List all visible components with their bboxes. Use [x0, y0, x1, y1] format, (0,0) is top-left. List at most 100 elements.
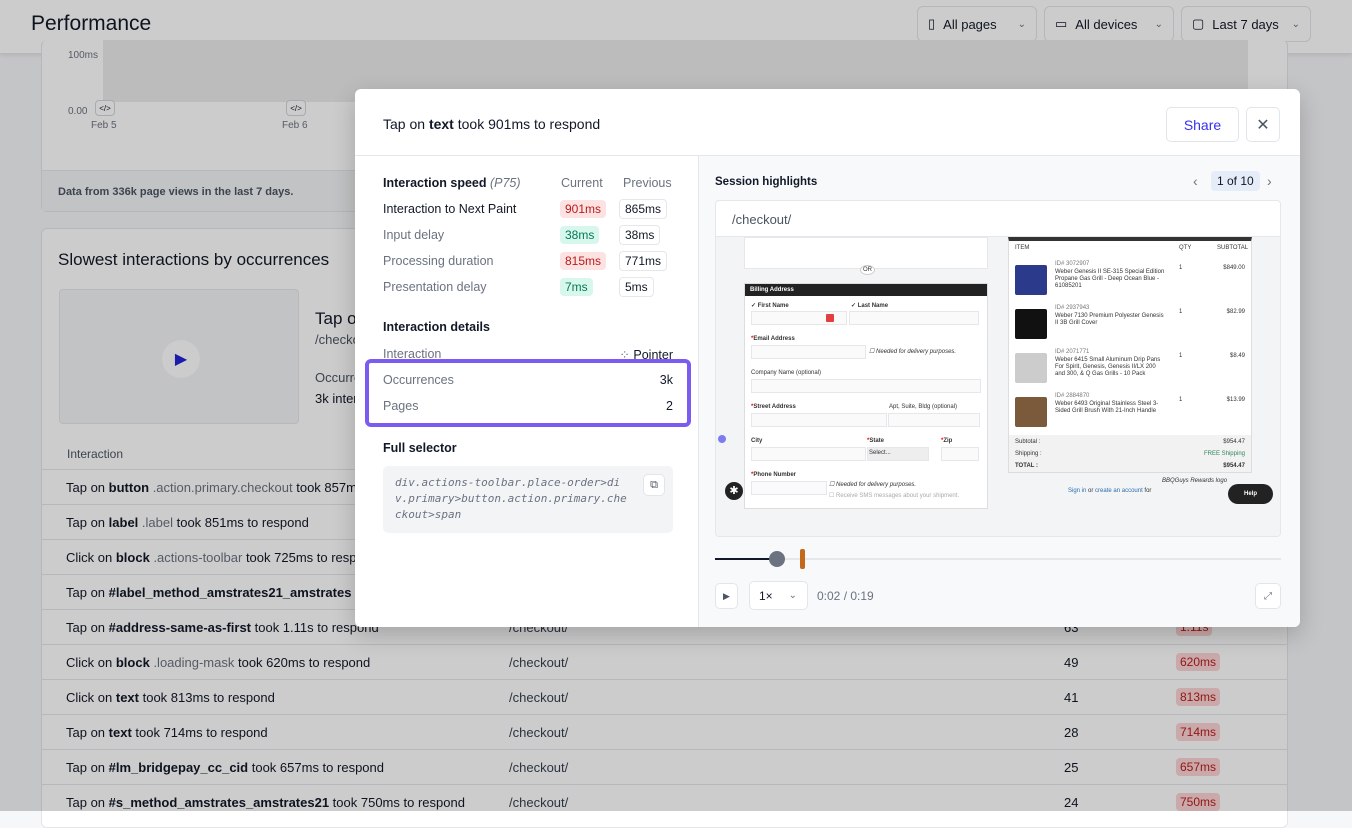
- interaction-label: Interaction: [383, 347, 442, 361]
- copy-icon: ⧉: [650, 478, 658, 491]
- previous-value: 38ms: [619, 225, 661, 245]
- speed-title: Interaction speed (P75): [383, 176, 521, 190]
- current-value: 815ms: [560, 252, 607, 270]
- pages-label: Pages: [383, 399, 419, 413]
- fullscreen-icon: ⤢: [1264, 590, 1272, 602]
- details-title: Interaction details: [383, 320, 490, 334]
- count: 41: [1064, 689, 1079, 705]
- filter-label: All pages: [943, 16, 997, 32]
- fullscreen-button[interactable]: ⤢: [1255, 583, 1281, 609]
- inp-badge: 750ms: [1176, 793, 1221, 811]
- chevron-down-icon: ⌄: [788, 590, 797, 601]
- chevron-down-icon: ⌄: [1017, 18, 1026, 30]
- prev-icon[interactable]: ‹: [1193, 173, 1198, 189]
- play-icon[interactable]: ▶: [162, 340, 200, 378]
- card-title: Tap on: [315, 309, 367, 328]
- session-thumbnail[interactable]: ▶: [59, 289, 299, 424]
- table-row[interactable]: Click on block .loading-mask took 620ms …: [41, 644, 1288, 679]
- count: 49: [1064, 654, 1079, 670]
- metric-label: Processing duration: [383, 254, 494, 268]
- table-row[interactable]: Tap on #lm_bridgepay_cc_cid took 657ms t…: [41, 749, 1288, 784]
- interaction-text: Tap on #s_method_amstrates_amstrates21 t…: [66, 794, 465, 810]
- filter-label: Last 7 days: [1212, 16, 1279, 32]
- close-button[interactable]: ✕: [1246, 107, 1280, 142]
- devices-filter[interactable]: ▭ All devices ⌄: [1044, 6, 1174, 42]
- interaction-text: Tap on #address-same-as-first took 1.11s…: [66, 619, 379, 635]
- session-title: Session highlights: [715, 176, 818, 188]
- card-path: /checko: [315, 332, 360, 347]
- session-panel: Session highlights ‹ 1 of 10 › /checkout…: [698, 156, 1300, 627]
- pager: 1 of 10: [1211, 171, 1260, 191]
- table-row[interactable]: Tap on text took 714ms to respond/checko…: [41, 714, 1288, 749]
- copy-button[interactable]: ⧉: [643, 474, 665, 496]
- page-path: /checkout/: [509, 654, 569, 670]
- interaction-modal: Tap on text took 901ms to respond Share …: [355, 89, 1300, 627]
- previous-value: 5ms: [619, 277, 654, 297]
- occurrences-label: Occurrences: [383, 373, 454, 387]
- x-label: Feb 5: [91, 120, 117, 131]
- previous-value: 865ms: [619, 199, 668, 219]
- inp-badge: 813ms: [1176, 688, 1221, 706]
- y-label: 0.00: [68, 106, 88, 117]
- code-icon[interactable]: </>: [95, 100, 115, 116]
- current-value: 7ms: [560, 278, 593, 296]
- play-icon: ▶: [723, 590, 730, 601]
- page-path: /checkout/: [509, 689, 569, 705]
- pages-value: 2: [666, 399, 673, 413]
- table-row[interactable]: Click on text took 813ms to respond/chec…: [41, 679, 1288, 714]
- metric-label: Presentation delay: [383, 280, 487, 294]
- help-button: Help: [1228, 484, 1273, 504]
- col-current: Current: [561, 176, 603, 190]
- highlight-box: [365, 359, 691, 427]
- interaction-text: Tap on label .label took 851ms to respon…: [66, 514, 309, 530]
- inp-badge: 714ms: [1176, 723, 1221, 741]
- x-label: Feb 6: [282, 120, 308, 131]
- chevron-down-icon: ⌄: [1291, 18, 1300, 30]
- timeline[interactable]: [715, 549, 1281, 569]
- cursor-indicator: [718, 435, 726, 443]
- card-occ-label: Occurre: [315, 370, 362, 385]
- pages-filter[interactable]: ▯ All pages ⌄: [917, 6, 1037, 42]
- close-icon: ✕: [1256, 116, 1270, 134]
- filter-label: All devices: [1075, 16, 1138, 32]
- count: 28: [1064, 724, 1079, 740]
- session-replay[interactable]: /checkout/ OR Billing Address ✓ First Na…: [715, 200, 1281, 537]
- accessibility-icon: ✱: [725, 482, 743, 500]
- section-title: Slowest interactions by occurrences: [58, 250, 330, 269]
- devices-icon: ▭: [1055, 16, 1068, 31]
- page-path: /checkout/: [509, 794, 569, 810]
- interaction-text: Click on block .actions-toolbar took 725…: [66, 549, 379, 565]
- occurrences-value: 3k: [659, 373, 673, 387]
- inp-badge: 620ms: [1176, 653, 1221, 671]
- calendar-icon: ▢: [1192, 16, 1205, 31]
- current-value: 38ms: [560, 226, 600, 244]
- interaction-text: Click on text took 813ms to respond: [66, 689, 275, 705]
- y-label: 100ms: [68, 50, 99, 61]
- time-display: 0:02 / 0:19: [817, 589, 874, 603]
- metric-label: Input delay: [383, 228, 445, 242]
- card-occ-value: 3k inter: [315, 391, 358, 406]
- selector-code: div.actions-toolbar.place-order>div.prim…: [383, 466, 673, 533]
- next-icon[interactable]: ›: [1267, 173, 1272, 189]
- page-path: /checkout/: [509, 759, 569, 775]
- selector-title: Full selector: [383, 441, 457, 455]
- page-title: Performance: [31, 12, 152, 35]
- count: 25: [1064, 759, 1079, 775]
- modal-title: Tap on text took 901ms to respond: [383, 116, 601, 132]
- previous-value: 771ms: [619, 251, 668, 271]
- code-icon[interactable]: </>: [286, 100, 306, 116]
- share-button[interactable]: Share: [1166, 107, 1239, 142]
- interaction-value: ⁘ Pointer: [619, 348, 673, 362]
- play-button[interactable]: ▶: [715, 583, 738, 609]
- count: 24: [1064, 794, 1079, 810]
- timeline-handle[interactable]: [769, 551, 786, 567]
- speed-select[interactable]: 1× ⌄: [749, 581, 808, 610]
- metric-label: Interaction to Next Paint: [383, 202, 517, 216]
- col-previous: Previous: [623, 176, 672, 190]
- date-filter[interactable]: ▢ Last 7 days ⌄: [1181, 6, 1311, 42]
- interaction-text: Tap on #lm_bridgepay_cc_cid took 657ms t…: [66, 759, 384, 775]
- interaction-marker[interactable]: [800, 549, 805, 569]
- column-header: Interaction: [67, 447, 124, 461]
- table-row[interactable]: Tap on #s_method_amstrates_amstrates21 t…: [41, 784, 1288, 819]
- chevron-down-icon: ⌄: [1154, 18, 1163, 30]
